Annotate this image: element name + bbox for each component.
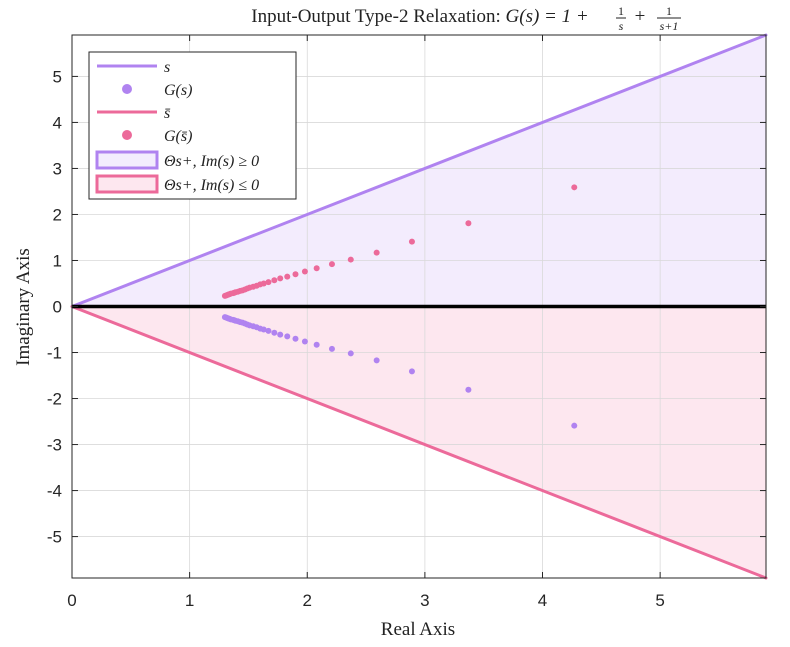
title-fraction-1-num: 1 [618, 4, 624, 18]
title-fraction-2: 1 s+1 [657, 4, 681, 33]
y-tick-label: -4 [47, 482, 62, 501]
data-point-g-s [313, 341, 320, 348]
legend-label: G(s̄) [164, 128, 192, 145]
y-tick-label: 5 [53, 67, 62, 86]
x-axis-label: Real Axis [381, 619, 455, 640]
data-point-g-s [328, 345, 335, 352]
x-tick-label: 1 [185, 591, 194, 610]
data-point-g-s [301, 338, 308, 345]
legend-label: s [164, 59, 170, 76]
legend-label: Θs+, Im(s) ≥ 0 [164, 153, 259, 170]
y-tick-label: -1 [47, 344, 62, 363]
y-tick-label: -3 [47, 436, 62, 455]
data-point-g-s [408, 368, 415, 375]
data-point-g-s-bar [373, 249, 380, 256]
data-point-g-s-bar [347, 256, 354, 263]
series-line-s-bar [70, 305, 768, 580]
data-point-g-s-bar [271, 277, 278, 284]
data-point-g-s [265, 327, 272, 334]
data-point-g-s-bar [465, 220, 472, 227]
y-tick-label: 1 [53, 251, 62, 270]
series-lines [70, 33, 768, 580]
data-point-g-s [221, 314, 228, 321]
data-point-g-s [277, 331, 284, 338]
chart-title-prefix: Input-Output Type-2 Relaxation: [251, 6, 505, 27]
legend-patch-swatch [95, 150, 159, 170]
data-point-g-s-bar [292, 271, 299, 278]
data-markers [221, 184, 578, 429]
title-fraction-2-num: 1 [666, 4, 672, 18]
data-point-g-s-bar [265, 279, 272, 286]
y-tick-label: 0 [53, 298, 62, 317]
title-fraction-2-den: s+1 [660, 19, 679, 33]
legend-patch-swatch [95, 174, 159, 194]
tick-labels: 0 1 2 3 4 5 -5 -4 -3 -2 -1 0 1 2 3 4 5 [47, 67, 665, 610]
legend-marker-swatch [122, 84, 132, 94]
data-point-g-s [465, 386, 472, 393]
data-point-g-s-bar [284, 273, 291, 280]
data-point-g-s [571, 422, 578, 429]
title-fraction-1-den: s [619, 19, 624, 33]
legend-label: G(s) [164, 82, 192, 99]
legend-marker-swatch [122, 130, 132, 140]
chart-title-formula: G(s) = 1 + [506, 6, 589, 27]
data-point-g-s-bar [328, 261, 335, 268]
y-tick-label: 3 [53, 159, 62, 178]
y-tick-label: 4 [53, 113, 62, 132]
title-plus: + [635, 6, 646, 27]
legend-label: Θs+, Im(s) ≤ 0 [164, 177, 259, 194]
data-point-g-s-bar [221, 292, 228, 299]
data-point-g-s [271, 329, 278, 336]
data-point-g-s [347, 350, 354, 357]
legend-label: s̄ [164, 105, 170, 122]
series-line-s [70, 33, 768, 308]
legend: s G(s) s̄ G(s̄) Θs+, Im(s) ≥ 0 Θs+, Im(s) ≤ 0 [88, 51, 297, 200]
y-tick-label: -2 [47, 390, 62, 409]
x-tick-label: 4 [538, 591, 547, 610]
title-fraction-1: 1 s [616, 4, 626, 33]
x-tick-label: 5 [655, 591, 664, 610]
data-point-g-s-bar [313, 265, 320, 272]
data-point-g-s [284, 333, 291, 340]
x-tick-label: 0 [67, 591, 76, 610]
data-point-g-s [292, 335, 299, 342]
data-point-g-s-bar [408, 238, 415, 245]
data-point-g-s-bar [301, 268, 308, 275]
axes-box [71, 34, 767, 579]
chart-title: Input-Output Type-2 Relaxation: G(s) = 1… [251, 6, 588, 27]
x-tick-label: 3 [420, 591, 429, 610]
data-point-g-s [373, 357, 380, 364]
y-tick-label: -5 [47, 528, 62, 547]
x-tick-label: 2 [303, 591, 312, 610]
data-point-g-s-bar [277, 275, 284, 282]
data-point-g-s-bar [571, 184, 578, 191]
y-tick-label: 2 [53, 205, 62, 224]
y-axis-label: Imaginary Axis [13, 248, 34, 366]
